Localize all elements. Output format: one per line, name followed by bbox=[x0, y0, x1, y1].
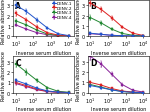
Y-axis label: Relative absorbance: Relative absorbance bbox=[76, 50, 81, 100]
X-axis label: Inverse serum dilution: Inverse serum dilution bbox=[16, 106, 71, 111]
X-axis label: Inverse serum dilution: Inverse serum dilution bbox=[90, 106, 146, 111]
X-axis label: Inverse serum dilution: Inverse serum dilution bbox=[16, 50, 71, 55]
Y-axis label: Relative absorbance: Relative absorbance bbox=[76, 0, 81, 44]
Text: B: B bbox=[90, 2, 96, 11]
X-axis label: Inverse serum dilution: Inverse serum dilution bbox=[90, 50, 146, 55]
Text: D: D bbox=[90, 58, 97, 67]
Text: C: C bbox=[15, 58, 21, 67]
Y-axis label: Relative absorbance: Relative absorbance bbox=[1, 50, 6, 100]
Text: A: A bbox=[15, 2, 21, 11]
Y-axis label: Relative absorbance: Relative absorbance bbox=[1, 0, 6, 44]
Legend: DENV-1, DENV-2, DENV-3, DENV-4: DENV-1, DENV-2, DENV-3, DENV-4 bbox=[52, 2, 73, 20]
